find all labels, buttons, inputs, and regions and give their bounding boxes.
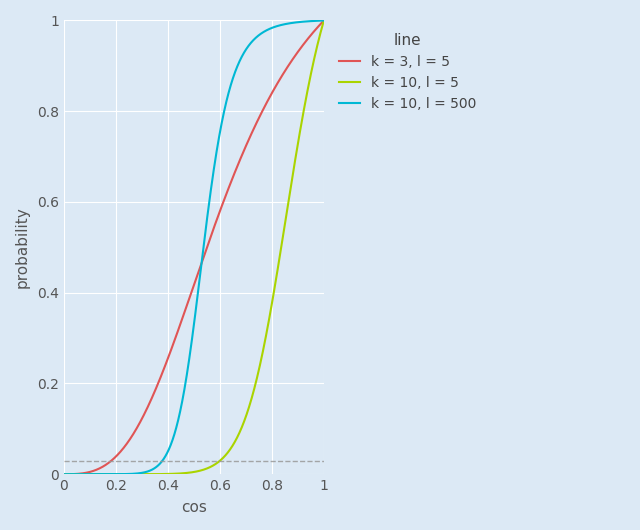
k = 3, l = 5 (312, 25, 320, 32)
k = 10, l = 5 (180, 470, 188, 476)
k = 10, l = 5 (186, 470, 194, 476)
k = 3, l = 5 (73, 471, 81, 477)
Line: k = 10, l = 500: k = 10, l = 500 (64, 21, 324, 474)
k = 10, l = 5 (265, 319, 273, 325)
k = 10, l = 500 (180, 392, 188, 398)
k = 10, l = 500 (312, 17, 320, 24)
k = 3, l = 5 (265, 96, 273, 102)
k = 3, l = 5 (320, 17, 328, 24)
k = 10, l = 500 (265, 26, 273, 32)
k = 10, l = 500 (186, 348, 194, 355)
k = 3, l = 5 (312, 25, 320, 32)
k = 10, l = 5 (320, 17, 328, 24)
k = 10, l = 500 (312, 17, 320, 24)
Line: k = 3, l = 5: k = 3, l = 5 (64, 21, 324, 474)
k = 3, l = 5 (60, 471, 68, 478)
k = 10, l = 5 (312, 47, 320, 54)
Y-axis label: probability: probability (15, 207, 30, 288)
Line: k = 10, l = 5: k = 10, l = 5 (64, 21, 324, 474)
k = 10, l = 500 (320, 17, 328, 24)
k = 10, l = 5 (60, 471, 68, 478)
X-axis label: cos: cos (181, 500, 207, 515)
k = 10, l = 5 (73, 471, 81, 478)
k = 10, l = 500 (73, 471, 81, 478)
k = 10, l = 5 (312, 47, 320, 53)
k = 3, l = 5 (180, 312, 188, 319)
Legend: k = 3, l = 5, k = 10, l = 5, k = 10, l = 500: k = 3, l = 5, k = 10, l = 5, k = 10, l =… (333, 28, 482, 117)
k = 10, l = 500 (60, 471, 68, 478)
k = 3, l = 5 (186, 293, 194, 299)
